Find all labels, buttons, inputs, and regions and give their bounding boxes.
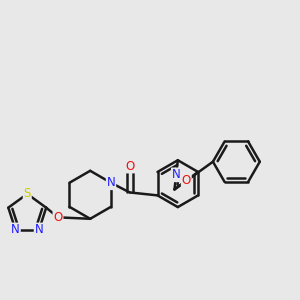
Text: N: N (106, 176, 116, 189)
Text: O: O (53, 211, 63, 224)
Text: N: N (172, 168, 181, 181)
Text: N: N (11, 224, 20, 236)
Text: O: O (125, 160, 134, 172)
Text: N: N (34, 224, 43, 236)
Text: O: O (182, 174, 191, 187)
Text: S: S (24, 188, 31, 200)
